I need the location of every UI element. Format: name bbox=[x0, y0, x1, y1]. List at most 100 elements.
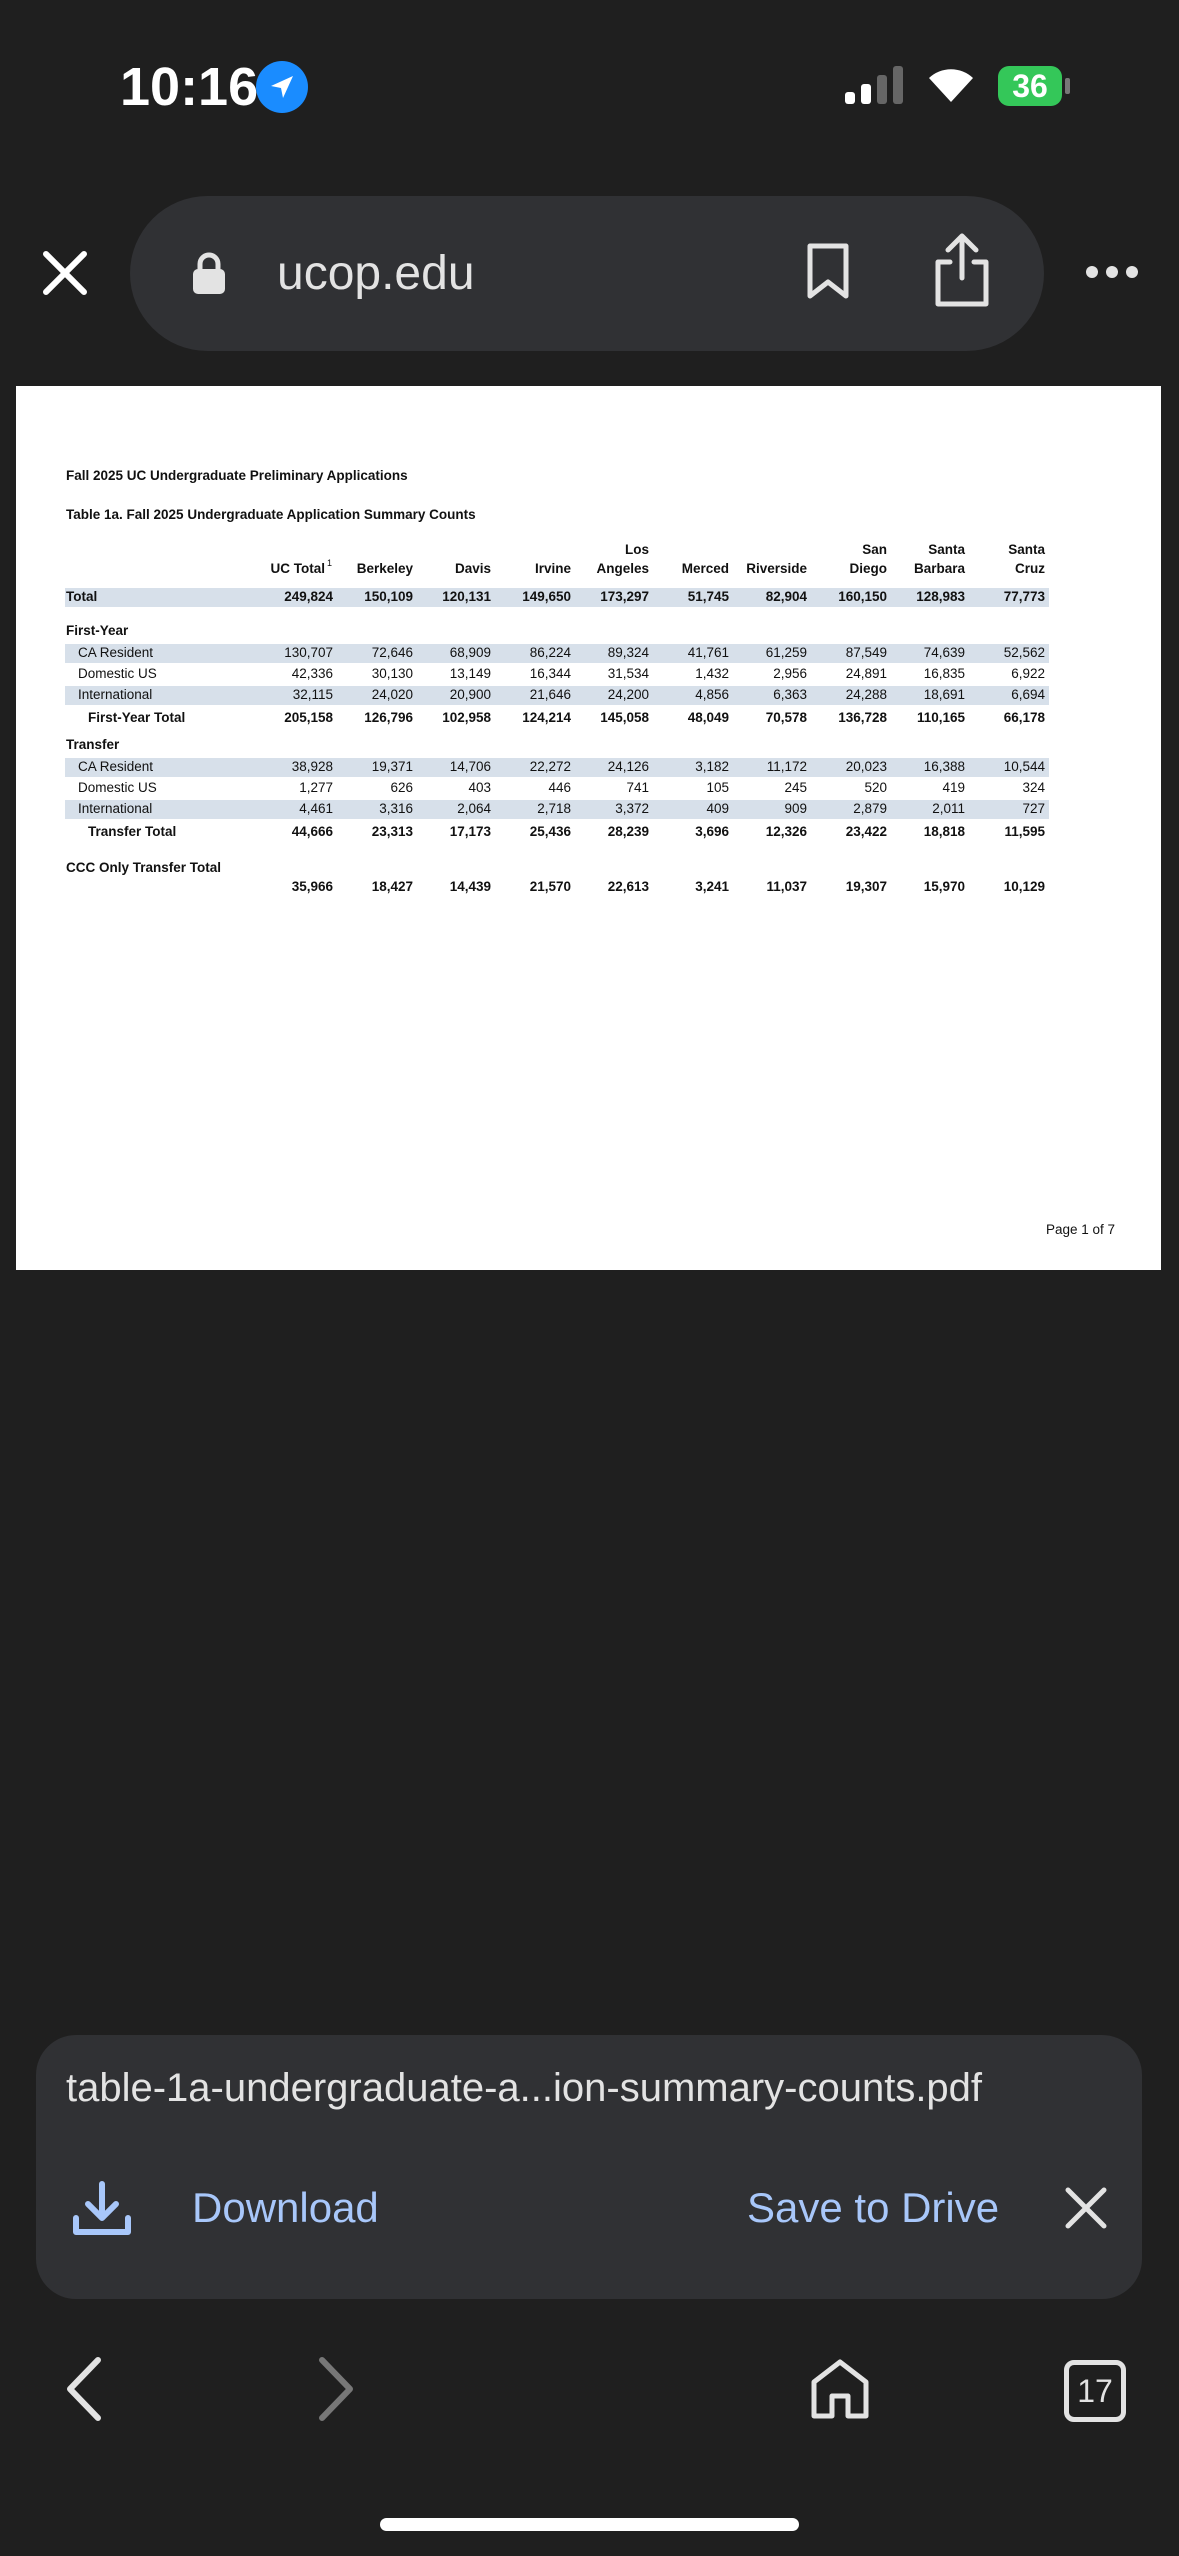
cell: 48,049 bbox=[687, 710, 729, 725]
column-header: Diego bbox=[849, 561, 887, 576]
cell: 149,650 bbox=[522, 589, 571, 604]
column-header: UC Total bbox=[270, 561, 326, 576]
cell: 120,131 bbox=[442, 589, 491, 604]
menu-button[interactable] bbox=[1085, 262, 1139, 282]
cell: 15,970 bbox=[923, 879, 965, 894]
cell: 102,958 bbox=[442, 710, 491, 725]
cell: 11,172 bbox=[766, 759, 807, 774]
column-header: Riverside bbox=[746, 561, 807, 576]
row-label: CCC Only Transfer Total bbox=[66, 860, 222, 875]
column-header: Los bbox=[624, 542, 649, 557]
cell: 42,336 bbox=[291, 666, 333, 681]
cell: 24,020 bbox=[371, 687, 413, 702]
location-icon bbox=[256, 61, 308, 113]
cell: 3,316 bbox=[379, 801, 413, 816]
section-label: Transfer bbox=[66, 737, 120, 752]
cell: 520 bbox=[864, 780, 887, 795]
cell: 21,646 bbox=[529, 687, 571, 702]
cell: 145,058 bbox=[600, 710, 649, 725]
row-label: Domestic US bbox=[78, 780, 157, 795]
cell: 2,718 bbox=[537, 801, 571, 816]
table-title: Table 1a. Fall 2025 Undergraduate Applic… bbox=[66, 507, 476, 522]
save-to-drive-button[interactable]: Save to Drive bbox=[747, 2184, 1000, 2231]
row-label: Domestic US bbox=[78, 666, 157, 681]
column-header: Cruz bbox=[1015, 561, 1045, 576]
download-icon[interactable] bbox=[72, 2180, 132, 2236]
cell: 124,214 bbox=[522, 710, 571, 725]
cell: 173,297 bbox=[600, 589, 649, 604]
home-button[interactable] bbox=[810, 2358, 870, 2420]
cell: 4,856 bbox=[695, 687, 729, 702]
cell: 86,224 bbox=[529, 645, 571, 660]
row-label: Total bbox=[66, 589, 98, 604]
cell: 10,129 bbox=[1003, 879, 1045, 894]
column-header: Barbara bbox=[913, 561, 965, 576]
cell: 626 bbox=[390, 780, 413, 795]
cell: 51,745 bbox=[687, 589, 729, 604]
cell: 18,818 bbox=[923, 824, 965, 839]
tabs-button[interactable]: 17 bbox=[1064, 2360, 1126, 2422]
heading: Fall 2025 UC Undergraduate Preliminary A… bbox=[66, 468, 408, 483]
url[interactable]: ucop.edu bbox=[277, 247, 475, 300]
cell: 205,158 bbox=[284, 710, 333, 725]
row-label: First-Year Total bbox=[88, 710, 186, 725]
column-header: Merced bbox=[681, 561, 729, 576]
cell: 6,922 bbox=[1011, 666, 1045, 681]
cell: 16,835 bbox=[923, 666, 965, 681]
cell: 10,544 bbox=[1003, 759, 1045, 774]
cell: 38,928 bbox=[291, 759, 333, 774]
cell: 909 bbox=[784, 801, 807, 816]
cell: 6,694 bbox=[1011, 687, 1045, 702]
cell: 3,696 bbox=[695, 824, 729, 839]
close-button[interactable] bbox=[42, 250, 88, 296]
cell: 21,570 bbox=[529, 879, 571, 894]
cell: 1,277 bbox=[299, 780, 333, 795]
cell: 31,534 bbox=[607, 666, 649, 681]
wifi-icon bbox=[929, 69, 973, 102]
cell: 727 bbox=[1022, 801, 1045, 816]
cell: 4,461 bbox=[299, 801, 333, 816]
cell: 446 bbox=[548, 780, 571, 795]
cell: 160,150 bbox=[838, 589, 887, 604]
cell: 2,011 bbox=[932, 801, 965, 816]
forward-button[interactable] bbox=[316, 2356, 356, 2422]
cell: 12,326 bbox=[765, 824, 807, 839]
cell: 18,691 bbox=[923, 687, 965, 702]
back-button[interactable] bbox=[64, 2356, 104, 2422]
cell: 72,646 bbox=[371, 645, 413, 660]
dismiss-button[interactable] bbox=[1064, 2186, 1108, 2230]
cell: 32,115 bbox=[292, 687, 333, 702]
cell: 61,259 bbox=[765, 645, 807, 660]
share-button[interactable] bbox=[932, 232, 992, 308]
cell: 44,666 bbox=[291, 824, 333, 839]
cell: 2,064 bbox=[457, 801, 491, 816]
cell: 2,879 bbox=[853, 801, 887, 816]
page-number: Page 1 of 7 bbox=[1046, 1222, 1116, 1237]
cell: 20,900 bbox=[449, 687, 491, 702]
column-header: Santa bbox=[928, 542, 965, 557]
cell: 105 bbox=[706, 780, 729, 795]
cell: 30,130 bbox=[371, 666, 413, 681]
download-button[interactable]: Download bbox=[192, 2184, 379, 2231]
cell: 741 bbox=[626, 780, 649, 795]
cell: 16,344 bbox=[529, 666, 571, 681]
cell: 18,427 bbox=[371, 879, 413, 894]
cell: 24,200 bbox=[607, 687, 649, 702]
row-label: International bbox=[78, 801, 153, 816]
url-bar[interactable] bbox=[130, 196, 1044, 351]
battery-tip bbox=[1065, 78, 1070, 94]
cell: 128,983 bbox=[916, 589, 965, 604]
row-shade bbox=[65, 644, 1049, 663]
bookmark-button[interactable] bbox=[806, 242, 850, 300]
lock-icon bbox=[193, 252, 225, 294]
cell: 70,578 bbox=[765, 710, 807, 725]
footnote-mark: 1 bbox=[327, 558, 333, 568]
cell: 3,182 bbox=[695, 759, 729, 774]
cell: 23,313 bbox=[371, 824, 413, 839]
cell: 130,707 bbox=[284, 645, 333, 660]
cell: 2,956 bbox=[773, 666, 807, 681]
cell: 52,562 bbox=[1003, 645, 1045, 660]
cell: 35,966 bbox=[291, 879, 333, 894]
signal-icon bbox=[845, 66, 903, 104]
